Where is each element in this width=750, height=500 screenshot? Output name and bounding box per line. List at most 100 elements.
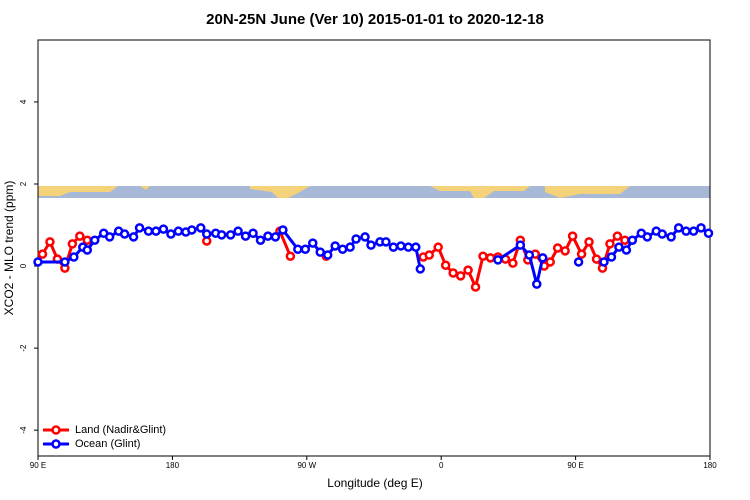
data-point [82,235,93,245]
y-tick-label: 0 [19,263,28,268]
data-point [627,235,638,245]
x-tick-label: 180 [703,461,717,470]
data-point [591,254,602,264]
data-point [612,231,623,241]
data-point [470,282,481,292]
data-point [696,223,706,233]
data-point [478,251,488,261]
data-point [703,228,714,238]
data-point [196,223,206,233]
data-point [396,241,406,251]
data-point [285,251,296,261]
data-point [433,242,443,252]
data-point [485,253,496,263]
x-axis-label: Longitude (deg E) [327,476,422,490]
data-point [104,232,115,242]
data-point [119,229,130,239]
data-point [263,231,273,241]
data-point [225,230,236,240]
data-point [666,232,676,242]
data-point [240,231,251,241]
data-point [187,225,197,235]
y-tick-label: -4 [19,426,28,434]
data-point [681,226,691,236]
data-point [337,244,348,254]
data-point [515,240,526,250]
legend: Land (Nadir&Glint) Ocean (Glint) [43,424,166,450]
data-point [552,243,563,253]
data-point [493,255,503,265]
data-point [270,232,281,242]
data-point [381,237,391,247]
data-point [201,229,212,239]
x-tick-label: 90 E [567,461,583,470]
data-point [537,253,548,263]
x-tick-label: 0 [439,461,444,470]
data-point [128,232,139,242]
data-point [463,265,473,275]
data-point [330,241,340,251]
data-point [606,252,617,262]
data-point [440,260,451,270]
legend-marker [51,439,61,449]
map-land [38,186,118,196]
data-point [278,225,288,235]
data-point [173,226,184,236]
data-point [388,242,399,252]
data-point [322,250,333,260]
data-point [455,271,466,281]
data-point [403,242,414,252]
data-point [89,235,100,245]
plot-frame [37,39,711,457]
data-point [673,223,684,233]
y-axis-label: XCO2 - MLO trend (ppm) [2,181,16,316]
data-point [67,239,78,249]
legend-label: Ocean (Glint) [75,438,140,450]
data-point [216,230,227,240]
x-tick-label: 90 E [30,461,46,470]
data-point [293,244,303,254]
data-point [308,238,318,248]
data-point [605,239,615,249]
data-point [69,252,79,262]
data-point [448,268,458,278]
y-tick-label: 2 [19,181,28,186]
data-point [82,245,93,255]
data-point [508,258,518,268]
data-point [545,257,555,267]
data-point [37,249,48,259]
data-point [621,245,632,255]
map-land [430,186,630,198]
data-point [345,242,355,252]
chart-title: 20N-25N June (Ver 10) 2015-01-01 to 2020… [206,11,544,28]
data-point [60,257,70,267]
data-point [584,237,594,247]
data-point [614,242,624,252]
data-point [599,257,609,267]
map-land [140,186,310,198]
data-point [688,226,699,236]
data-point [166,229,176,239]
data-point [642,232,653,242]
data-point [524,250,535,260]
y-tick-label: -2 [19,344,28,352]
data-point [45,237,55,247]
data-point [134,223,145,233]
data-point [233,226,243,236]
data-point [248,228,258,238]
map-strip [38,186,710,198]
data-point [351,234,361,244]
y-tick-label: 4 [19,99,28,104]
data-point [158,224,169,234]
map-ocean [38,186,710,198]
data-point [576,249,587,259]
data-point [360,232,370,242]
data-point [366,240,376,250]
data-point [532,279,542,289]
data-point [573,257,584,267]
data-point [415,264,426,274]
data-point [75,231,85,241]
data-point [255,235,266,245]
legend-marker [51,425,61,435]
